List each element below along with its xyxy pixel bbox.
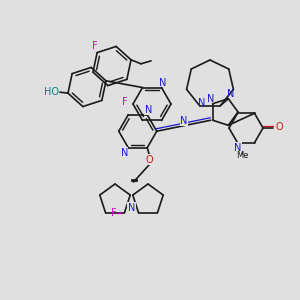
Text: N: N: [180, 116, 188, 126]
Text: N: N: [198, 98, 205, 108]
Text: N: N: [234, 143, 241, 153]
Text: N: N: [145, 105, 152, 115]
Text: HO: HO: [44, 87, 59, 97]
Text: N: N: [159, 77, 166, 88]
Text: N: N: [128, 203, 135, 213]
Text: N: N: [207, 94, 214, 104]
Text: Me: Me: [236, 151, 249, 160]
Text: N: N: [121, 148, 128, 158]
Text: O: O: [146, 155, 153, 165]
Text: F: F: [92, 40, 98, 51]
Text: N: N: [226, 89, 234, 99]
Text: F: F: [122, 97, 128, 107]
Text: O: O: [275, 122, 283, 132]
Text: F: F: [111, 208, 116, 218]
